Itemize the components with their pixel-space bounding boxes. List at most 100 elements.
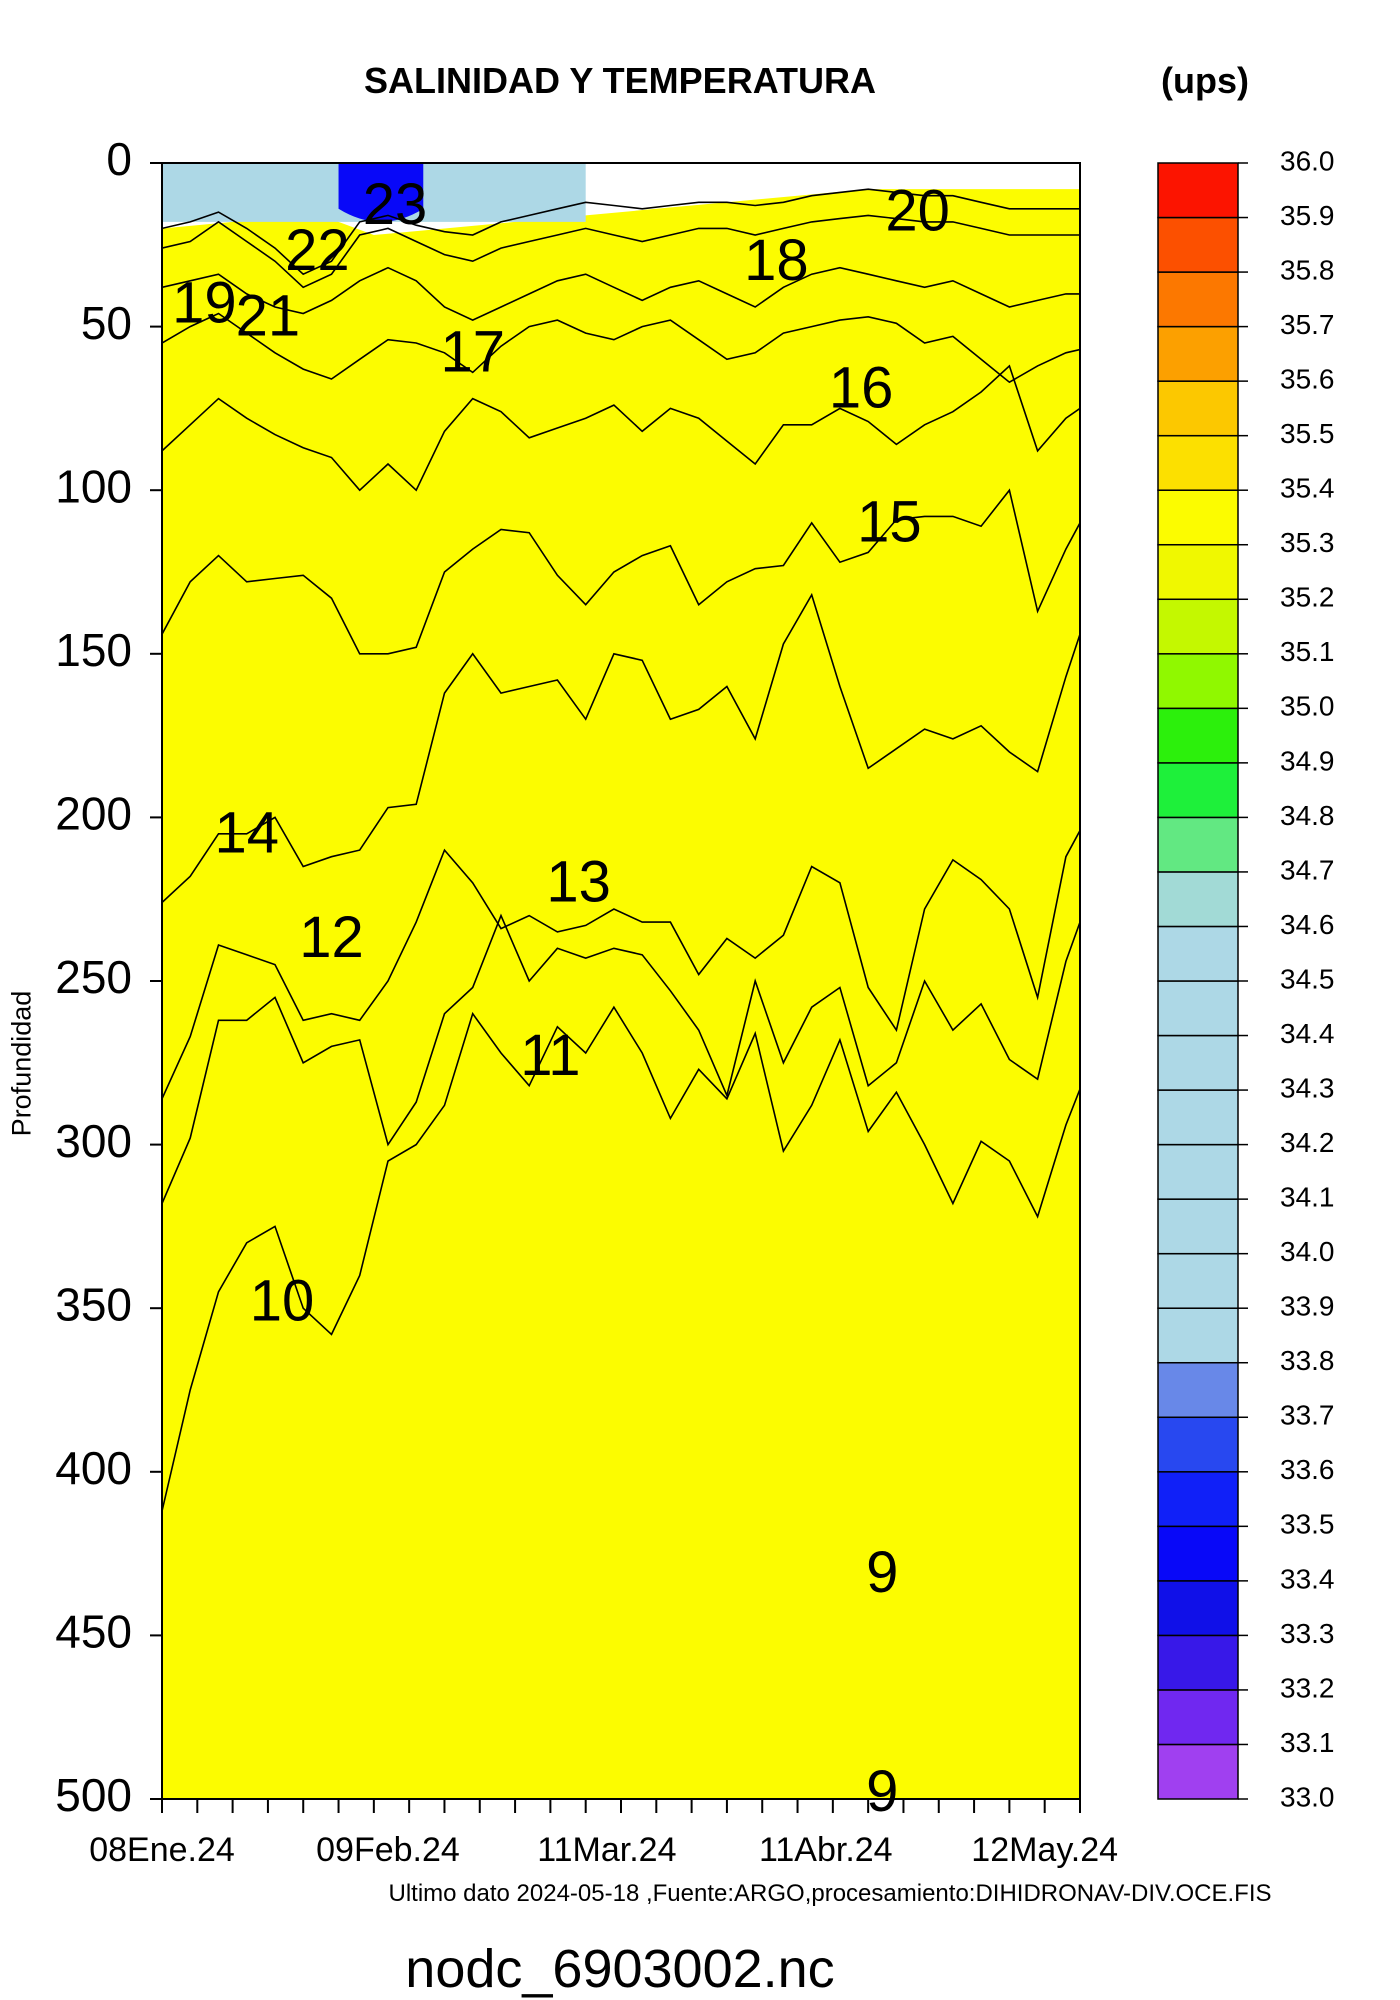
colorbar-tick-label: 35.7: [1280, 309, 1335, 340]
y-tick-label: 0: [106, 133, 132, 185]
colorbar-tick-label: 35.1: [1280, 636, 1335, 667]
contour-label: 16: [829, 355, 894, 420]
salinity-fill-layer: [162, 163, 1080, 1799]
colorbar-swatch: [1157, 1471, 1239, 1528]
colorbar-swatch: [1157, 1525, 1239, 1582]
y-tick-label: 300: [55, 1115, 132, 1167]
colorbar-tick-label: 33.8: [1280, 1345, 1335, 1376]
colorbar-swatch: [1157, 380, 1239, 437]
colorbar-tick-label: 34.8: [1280, 800, 1335, 831]
chart-title: SALINIDAD Y TEMPERATURA: [363, 60, 877, 101]
contour-label: 10: [250, 1268, 315, 1333]
colorbar-swatch: [1157, 216, 1239, 273]
colorbar-swatch: [1157, 489, 1239, 546]
y-tick-label: 350: [55, 1278, 132, 1330]
contour-label: 12: [299, 905, 364, 970]
colorbar-tick-label: 33.3: [1280, 1618, 1335, 1649]
temperature-contour-15: [162, 364, 1080, 492]
colorbar-swatch: [1157, 1580, 1239, 1637]
colorbar-tick-label: 34.5: [1280, 963, 1335, 994]
x-tick-label: 09Feb.24: [316, 1831, 460, 1869]
footer-source-note: Ultimo dato 2024-05-18 ,Fuente:ARGO,proc…: [388, 1880, 1272, 1907]
colorbar-swatch: [1157, 1307, 1239, 1364]
contour-label: 14: [214, 800, 279, 865]
colorbar-tick-label: 33.4: [1280, 1563, 1335, 1594]
colorbar-swatch: [1157, 762, 1239, 819]
contour-label: 9: [866, 1759, 898, 1824]
contour-label: 18: [744, 228, 809, 293]
temperature-contour-11: [162, 913, 1080, 1204]
colorbar-tick-label: 34.0: [1280, 1236, 1335, 1267]
colorbar-swatch: [1157, 1143, 1239, 1200]
colorbar-swatch: [1157, 653, 1239, 710]
colorbar-tick-label: 33.2: [1280, 1672, 1335, 1703]
colorbar-tick-label: 34.1: [1280, 1182, 1335, 1213]
colorbar-tick-label: 34.4: [1280, 1018, 1335, 1049]
contour-label: 23: [363, 172, 428, 237]
colorbar-swatch: [1157, 871, 1239, 928]
colorbar-swatch: [1157, 707, 1239, 764]
colorbar-tick-label: 34.3: [1280, 1072, 1335, 1103]
colorbar-swatch: [1157, 598, 1239, 655]
colorbar-tick-label: 35.2: [1280, 582, 1335, 613]
x-tick-label: 11Mar.24: [537, 1831, 676, 1869]
colorbar-swatch: [1157, 271, 1239, 328]
y-tick-label: 450: [55, 1606, 132, 1658]
colorbar-tick-label: 35.5: [1280, 418, 1335, 449]
colorbar-tick-label: 33.7: [1280, 1400, 1335, 1431]
colorbar-tick-label: 35.9: [1280, 200, 1335, 231]
temperature-contour-layer: [162, 188, 1080, 1512]
colorbar-tick-label: 34.7: [1280, 854, 1335, 885]
colorbar-swatch: [1157, 1198, 1239, 1255]
colorbar-swatch: [1157, 1034, 1239, 1091]
salinity-patch-low: [338, 163, 424, 222]
temperature-contour-19: [162, 214, 1080, 289]
temperature-contour-14: [162, 488, 1080, 655]
colorbar-swatch: [1157, 925, 1239, 982]
contour-label: 20: [885, 179, 950, 244]
colorbar-tick-label: 35.4: [1280, 473, 1335, 504]
colorbar-swatch: [1157, 1743, 1239, 1800]
y-tick-label: 150: [55, 624, 132, 676]
contour-label: 13: [546, 849, 611, 914]
contour-label: 9: [866, 1540, 898, 1605]
file-name: nodc_6903002.nc: [405, 1939, 835, 1999]
y-tick-label: 200: [55, 788, 132, 840]
contour-label: 19: [172, 270, 237, 335]
colorbar-swatch: [1157, 325, 1239, 382]
colorbar-tick-label: 34.2: [1280, 1127, 1335, 1158]
contour-label: 15: [857, 490, 922, 555]
y-tick-label: 100: [55, 460, 132, 512]
colorbar-tick-label: 35.3: [1280, 527, 1335, 558]
temperature-contour-17: [162, 266, 1080, 321]
colorbar-tick-label: 35.8: [1280, 254, 1335, 285]
colorbar-tick-label: 33.5: [1280, 1509, 1335, 1540]
colorbar: 33.0 33.1 33.2 33.3 33.4 33.5 33.6 33.7 33.8 33.9…: [1157, 145, 1335, 1812]
contour-label: 21: [236, 283, 301, 348]
y-tick-label: 50: [81, 297, 132, 349]
colorbar-swatch: [1157, 1089, 1239, 1146]
temperature-contour-16: [162, 312, 1080, 384]
colorbar-tick-label: 33.6: [1280, 1454, 1335, 1485]
colorbar-swatch: [1157, 1361, 1239, 1419]
colorbar-swatch: [1157, 1416, 1239, 1473]
colorbar-tick-label: 33.1: [1280, 1727, 1335, 1758]
colorbar-units-label: (ups): [1161, 60, 1249, 101]
colorbar-tick-label: 34.6: [1280, 909, 1335, 940]
colorbar-swatch: [1157, 980, 1239, 1037]
axes-layer: 0 50 100 150 200 250 300 350 400 450 500 08Ene.24 09…: [55, 133, 1118, 1869]
colorbar-tick-label: 35.0: [1280, 691, 1335, 722]
colorbar-tick-label: 34.9: [1280, 745, 1335, 776]
y-tick-label: 500: [55, 1769, 132, 1821]
y-tick-label: 400: [55, 1442, 132, 1494]
salinity-band: [162, 189, 1080, 1799]
colorbar-tick-label: 33.9: [1280, 1291, 1335, 1322]
colorbar-tick-label: 35.6: [1280, 364, 1335, 395]
temperature-contour-12: [162, 830, 1080, 1100]
x-tick-label: 12May.24: [971, 1831, 1118, 1869]
temperature-contour-10: [162, 1005, 1080, 1512]
colorbar-tick-label: 36.0: [1280, 145, 1335, 176]
colorbar-swatch: [1157, 1634, 1239, 1691]
